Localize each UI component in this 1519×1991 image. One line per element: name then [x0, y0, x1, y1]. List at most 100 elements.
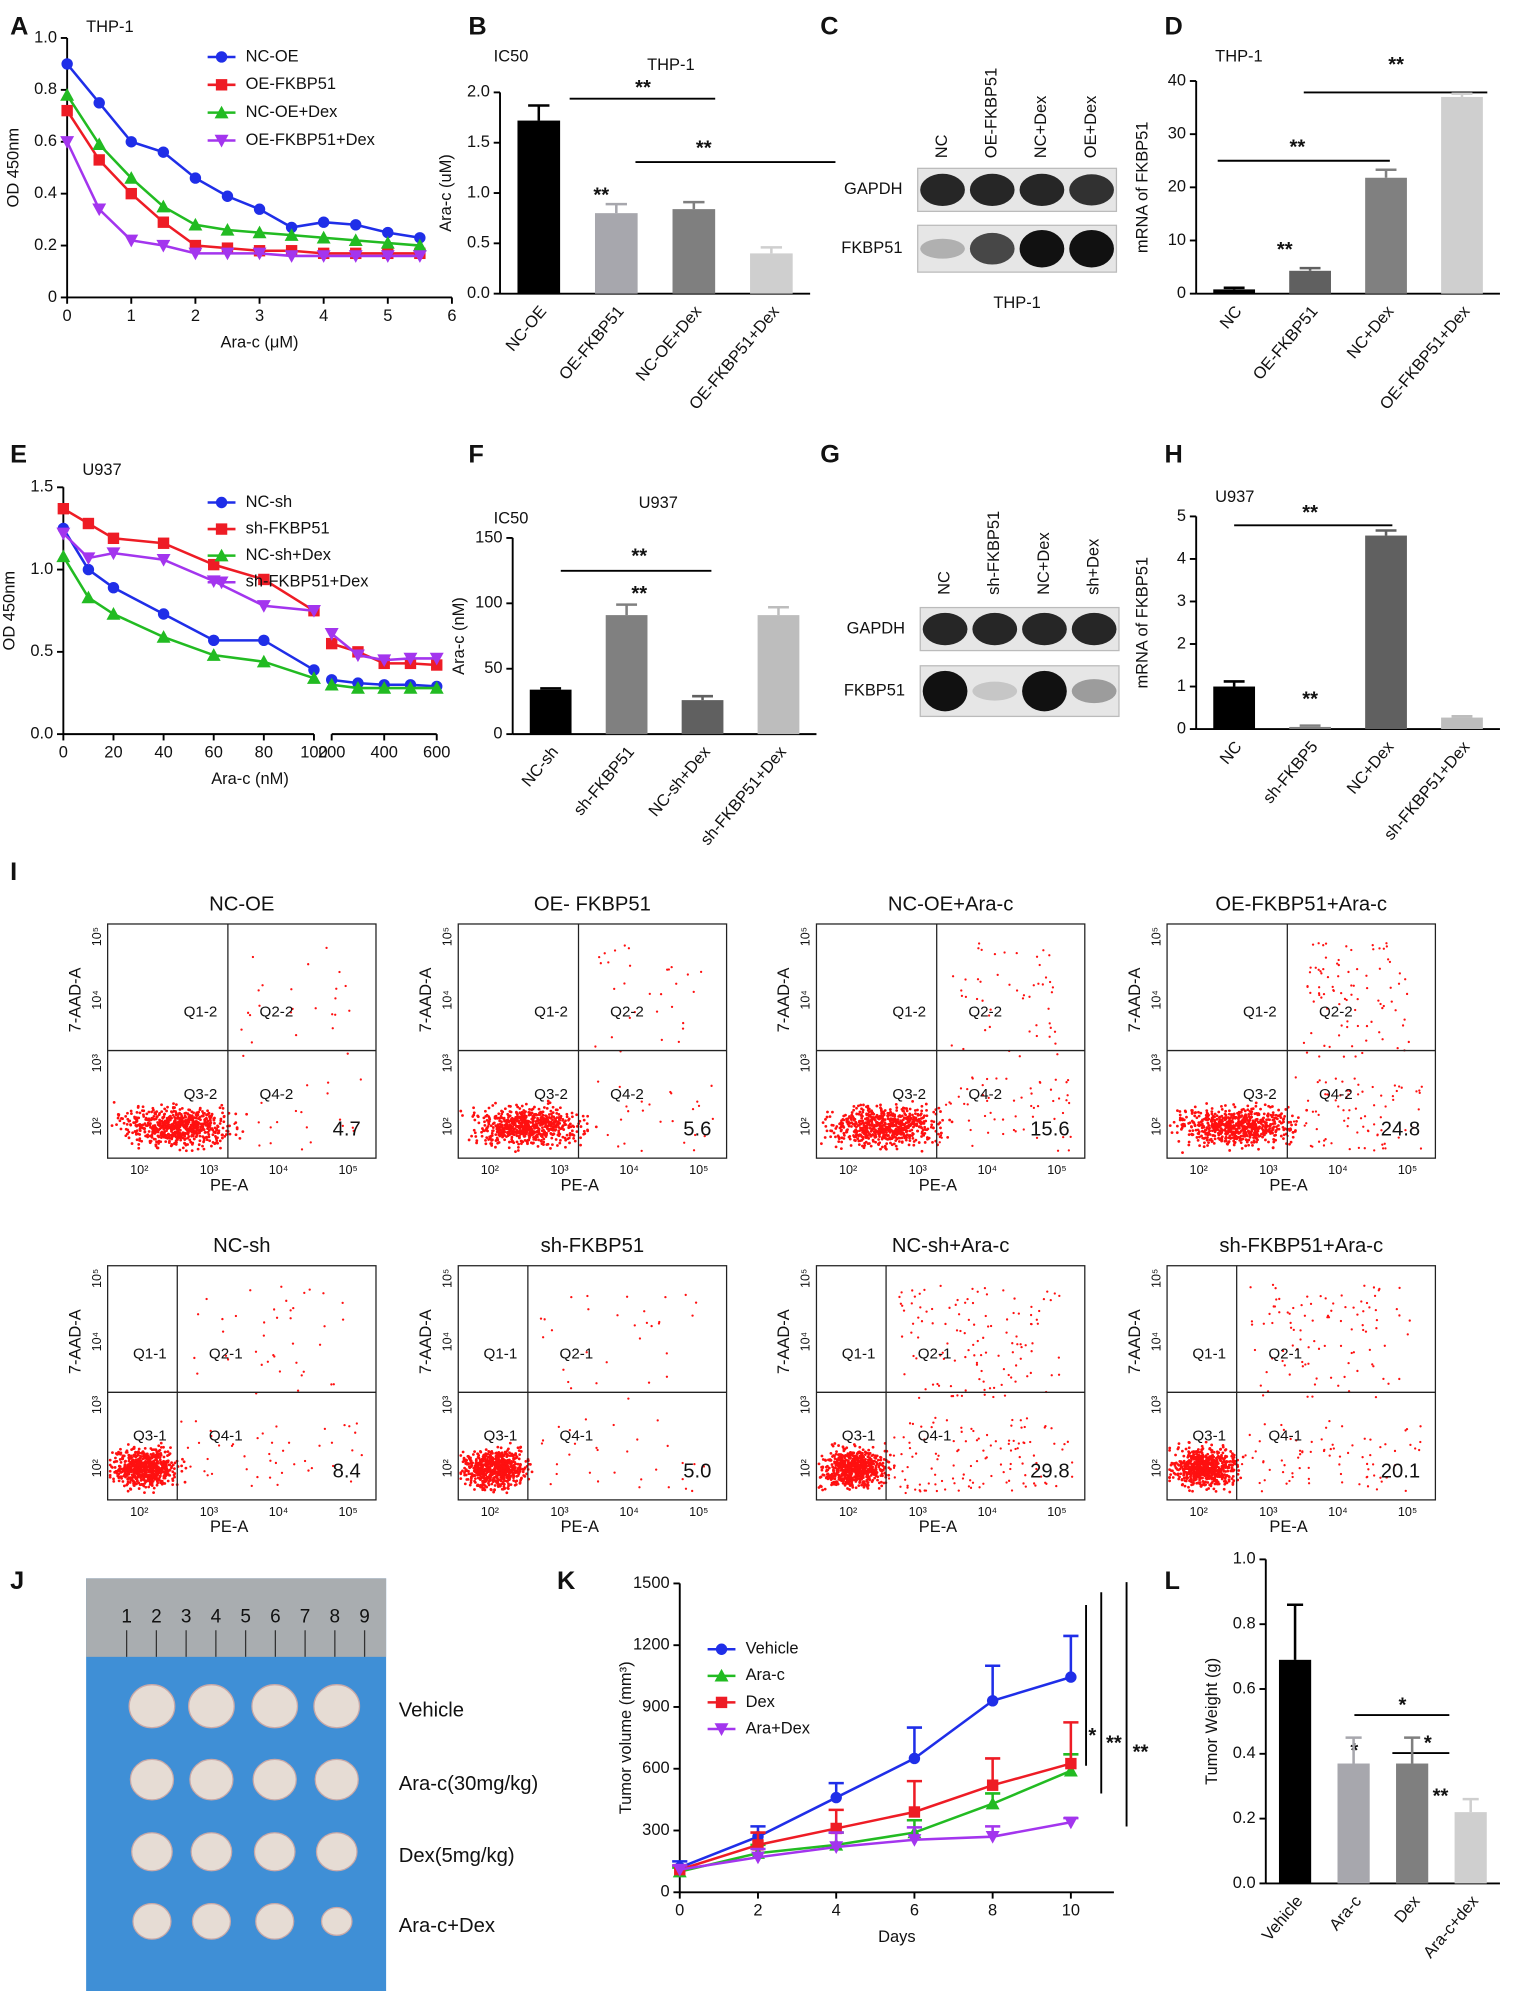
flow-dot — [528, 1131, 531, 1135]
flow-dot — [1382, 1004, 1385, 1008]
marker — [325, 637, 338, 650]
flow-dot — [865, 1125, 869, 1129]
marker — [214, 105, 229, 119]
flow-dot — [824, 1117, 827, 1121]
flow-dot — [1187, 1133, 1191, 1137]
flow-dot — [341, 1301, 344, 1305]
flow-dot — [939, 1110, 942, 1113]
flow-dot — [1381, 1038, 1384, 1041]
flow-dot — [696, 1100, 699, 1103]
flow-dot — [521, 1117, 525, 1121]
flow-dot — [491, 1104, 495, 1107]
y-axis-label: OD 450nm — [1, 571, 19, 650]
bar — [1441, 96, 1483, 294]
flow-dot — [851, 1115, 855, 1118]
flow-dot — [217, 1444, 221, 1447]
flow-dot — [860, 1116, 864, 1120]
flow-dot — [124, 1114, 128, 1118]
flow-dot — [885, 1137, 889, 1141]
flow-dot — [471, 1115, 475, 1118]
flow-dot — [221, 1133, 224, 1137]
flow-dot — [165, 1109, 168, 1113]
flow-dot — [291, 1342, 295, 1345]
flow-dot — [541, 1122, 545, 1126]
error-bar — [528, 104, 550, 121]
flow-dot — [272, 1354, 275, 1357]
flow-dot — [1035, 955, 1039, 958]
flow-dot — [151, 1455, 155, 1459]
flow-dot — [1232, 1103, 1236, 1106]
flow-dot — [940, 1136, 943, 1139]
annotation: ** — [1106, 1733, 1122, 1755]
x-tick-label: 60 — [205, 743, 223, 761]
flow-dot — [171, 1113, 175, 1117]
flow-dot — [539, 1139, 543, 1143]
panel-label: C — [820, 13, 838, 41]
flow-dot — [502, 1117, 506, 1121]
flow-dot — [178, 1108, 182, 1111]
flow-dot — [1305, 1108, 1309, 1112]
flow-dot — [960, 989, 963, 992]
flow-dot — [1328, 1045, 1331, 1049]
flow-dot — [659, 1120, 662, 1123]
flow-dot — [157, 1444, 161, 1448]
flow-dot — [900, 1121, 904, 1125]
flow-dot — [894, 1124, 898, 1128]
flow-dot — [161, 1467, 165, 1470]
flow-dot — [1228, 1134, 1232, 1138]
flow-dot — [1238, 1122, 1242, 1126]
flow-dot — [171, 1470, 175, 1474]
flow-dot — [285, 1299, 288, 1302]
flow-dot — [581, 1114, 585, 1118]
marker — [220, 247, 235, 261]
flow-dot — [1390, 1000, 1393, 1003]
flow-dot — [1290, 1123, 1293, 1127]
flow-dot — [516, 1149, 520, 1152]
x-tick-label: 10⁴ — [269, 1163, 289, 1177]
flow-dot — [908, 1139, 912, 1143]
flow-dot — [1317, 968, 1320, 971]
flow-dot — [113, 1466, 117, 1469]
flow-dot — [563, 1136, 567, 1140]
flow-dot — [848, 1137, 852, 1141]
error-bar — [605, 202, 627, 214]
flow-dot — [266, 1360, 269, 1363]
flow-dot — [839, 1129, 843, 1133]
flow-dot — [142, 1452, 146, 1455]
y-tick-label: 900 — [642, 1697, 669, 1715]
flow-dot — [1271, 1128, 1274, 1132]
flow-dot — [1210, 1129, 1214, 1133]
flow-dot — [868, 1132, 871, 1136]
flow-dot — [551, 1128, 555, 1132]
flow-dot — [1211, 1134, 1215, 1137]
marker — [60, 136, 75, 149]
flow-dot — [1389, 986, 1392, 989]
flow-dot — [625, 1105, 628, 1108]
flow-dot — [549, 1132, 553, 1136]
flow-dot — [977, 947, 980, 950]
flow-dot — [1246, 1125, 1250, 1129]
flow-dot — [894, 1102, 898, 1106]
marker — [157, 537, 170, 549]
flow-dot — [159, 1452, 163, 1455]
marker — [157, 146, 170, 158]
flow-dot — [160, 1464, 164, 1467]
flow-dot — [659, 993, 663, 996]
flow-dot — [130, 1142, 134, 1145]
flow-dot — [874, 1131, 877, 1134]
marker — [284, 228, 299, 241]
y-axis-label: 7-AAD-A — [66, 1309, 84, 1374]
quadrant-label: Q4-1 — [209, 1428, 243, 1445]
flow-dot — [565, 1112, 569, 1116]
flow-dot — [119, 1447, 122, 1451]
flow-dot — [916, 1108, 919, 1112]
flow-dot — [153, 1454, 157, 1457]
error-bar — [760, 246, 783, 254]
flow-dot — [473, 1131, 477, 1135]
flow-dot — [864, 1121, 867, 1125]
marker — [215, 496, 228, 509]
flow-dot — [879, 1147, 882, 1151]
blot-band — [969, 232, 1015, 265]
flow-dot — [910, 1134, 914, 1138]
flow-dot — [1363, 1147, 1366, 1150]
